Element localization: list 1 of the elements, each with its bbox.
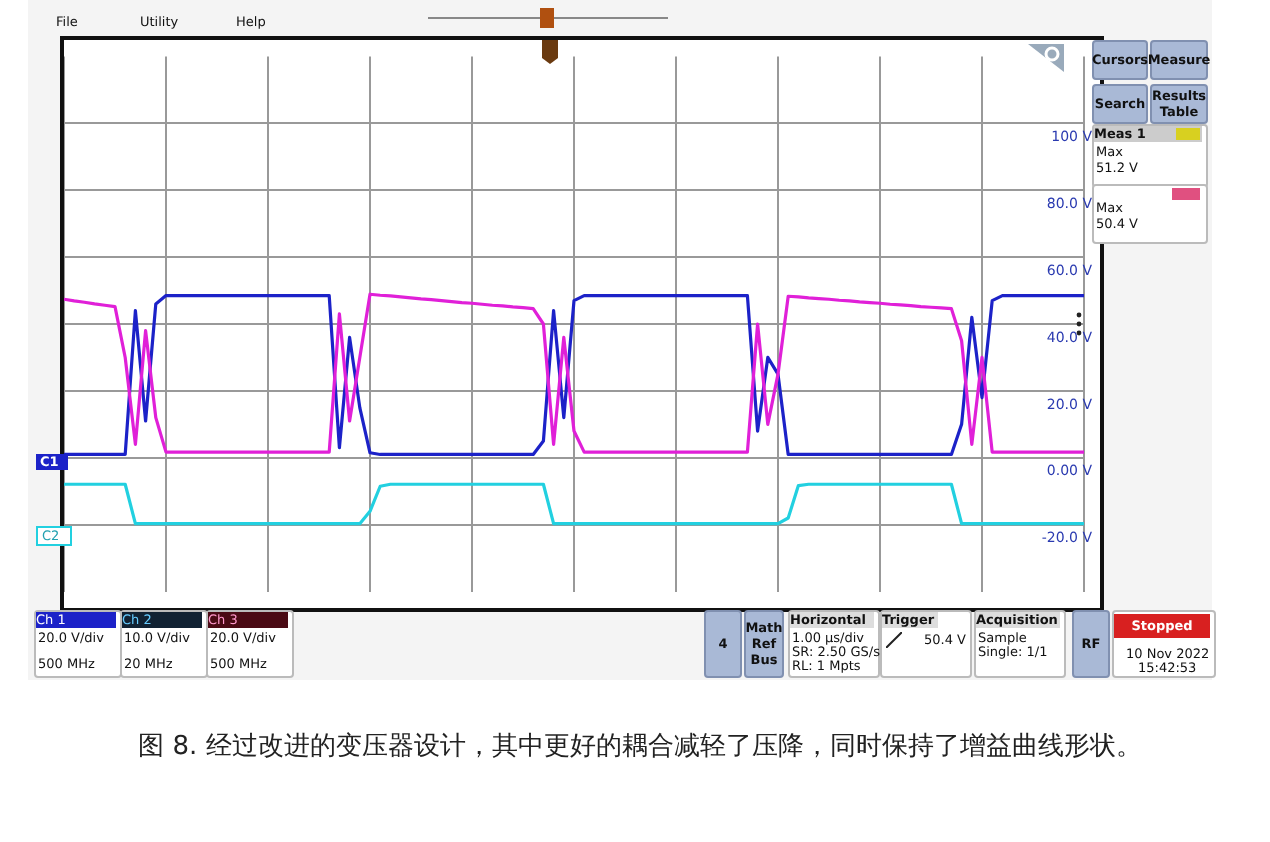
text: 图 8. 经过改进的变压器设计，其中更好的耦合减轻了压降，同时保持了增益曲线形状。 xyxy=(136,730,1144,766)
